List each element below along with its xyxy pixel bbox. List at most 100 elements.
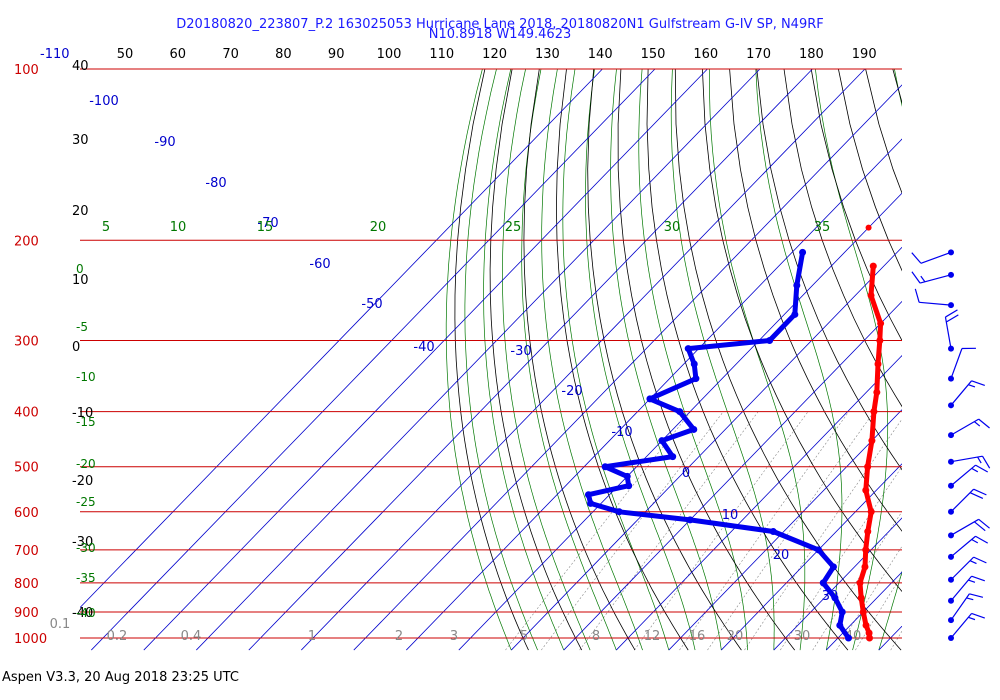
dewpoint-line <box>586 251 851 640</box>
moist-adiabat-label: 0 <box>76 262 84 276</box>
moist-adiabat-line <box>562 68 670 651</box>
theta-e-label: 30 <box>664 220 681 235</box>
dewpoint-point <box>615 508 623 516</box>
temperature-scale-label: -20 <box>72 474 93 489</box>
temperature-point <box>869 262 877 270</box>
temperature-point <box>864 463 872 471</box>
pressure-label: 600 <box>14 506 39 521</box>
temperature-point <box>868 437 876 445</box>
wind-barb-point <box>948 597 954 604</box>
dewpoint-point <box>829 563 837 571</box>
dewpoint-point <box>819 579 827 587</box>
isotherm-line <box>773 517 902 651</box>
wind-barb-flag <box>911 252 922 264</box>
moist-adiabat-line <box>541 68 643 651</box>
mixing-ratio-line <box>836 545 902 651</box>
mixing-ratio-label: 16 <box>689 629 706 644</box>
moist-adiabat-label: -25 <box>76 495 96 509</box>
temperature-scale-label: 40 <box>72 59 89 74</box>
pressure-label: 800 <box>14 577 39 592</box>
dry-adiabat-line <box>783 68 902 408</box>
wind-barb-staff <box>920 251 952 264</box>
wind-barbs <box>911 249 991 641</box>
wind-barb-flag <box>977 456 982 464</box>
dewpoint-point <box>625 482 633 490</box>
pressure-label: 900 <box>14 606 39 621</box>
dewpoint-point <box>845 634 852 642</box>
wind-barb-flag <box>945 309 958 318</box>
moist-adiabat-line <box>521 68 617 651</box>
moist-adiabat-line <box>445 68 512 651</box>
footer-info: Aspen V3.3, 20 Aug 2018 23:25 UTC <box>2 670 239 685</box>
isotherm-top-label: 160 <box>693 47 718 62</box>
isotherm-top-label: 190 <box>852 47 877 62</box>
isotherm-line <box>458 192 902 651</box>
temperature-scale-label: 0 <box>72 340 80 355</box>
isotherm-line <box>616 354 902 651</box>
wind-barb-flag <box>971 380 985 386</box>
wind-barb-staff <box>950 518 980 536</box>
mixing-ratio-line <box>579 411 759 651</box>
dewpoint-point <box>684 345 692 353</box>
mixing-ratio-line <box>812 511 902 651</box>
isotherms <box>80 68 902 651</box>
temperature-scale-label: -40 <box>72 606 93 621</box>
wind-barb-flag <box>920 275 926 283</box>
wind-barb-point <box>948 576 954 583</box>
wind-barb-flag <box>968 579 976 583</box>
isotherm-diagonal-label: -100 <box>89 94 119 109</box>
wind-barb-point <box>948 482 954 489</box>
isotherm-top-label: 170 <box>746 47 771 62</box>
isotherm-top-label: 70 <box>222 47 239 62</box>
isotherm-top-label: 130 <box>535 47 560 62</box>
temperature-point <box>873 388 881 396</box>
dry-adiabat-line <box>674 68 902 651</box>
wind-barb-staff <box>950 488 975 513</box>
wind-barb-point <box>948 432 954 439</box>
wind-barb-flag <box>974 521 986 532</box>
dry-adiabat-line <box>756 68 902 471</box>
wind-barb-flag <box>968 384 976 388</box>
wind-barb-staff <box>950 613 973 639</box>
chart-subtitle: N10.8918 W149.4623 <box>428 27 572 42</box>
isotherm-top-label: 80 <box>275 47 292 62</box>
isotherm-line <box>878 625 902 651</box>
wind-barb-staff <box>919 301 952 306</box>
temperature-scale-label: 10 <box>72 273 89 288</box>
wind-barb-point <box>948 617 954 624</box>
isotherm-line <box>563 300 902 651</box>
dewpoint-point <box>686 516 694 524</box>
wind-barb-staff <box>944 316 952 349</box>
wind-barb-flag <box>966 597 974 601</box>
wind-barb-staff <box>950 535 976 558</box>
temperature-scale-label: 20 <box>72 204 89 219</box>
mixing-ratio-label: 3 <box>450 629 458 644</box>
moist-adiabat-label: -30 <box>76 541 96 555</box>
theta-e-label: 20 <box>370 220 387 235</box>
moist-adiabat-line <box>670 68 775 651</box>
isotherm-top-label: 100 <box>377 47 402 62</box>
wind-barb-flag <box>973 556 987 564</box>
isotherm-diagonal-label: -60 <box>309 257 330 272</box>
temperature-point <box>862 546 870 554</box>
wind-barb-staff <box>950 575 973 602</box>
temperature-point <box>865 224 872 231</box>
wind-barb-staff <box>950 556 975 581</box>
dewpoint-point <box>623 472 631 480</box>
isotherm-top-label: 150 <box>641 47 666 62</box>
theta-e-label: 15 <box>257 220 274 235</box>
wind-barb-staff <box>950 418 980 436</box>
dry-adiabat-line <box>729 68 902 532</box>
wind-barb-point <box>948 508 954 515</box>
dry-adiabat-line <box>523 68 636 651</box>
mixing-ratio-label: 1 <box>308 629 316 644</box>
isotherm-diagonal-label: -80 <box>205 176 226 191</box>
temperature-point <box>876 336 884 344</box>
dewpoint-point <box>676 408 684 416</box>
mixing-ratio-line <box>707 411 875 651</box>
moist-adiabat-label: -5 <box>76 320 88 334</box>
moist-adiabat-line <box>610 68 722 651</box>
wind-barb-staff <box>950 593 970 621</box>
wind-barb-flag <box>969 560 977 565</box>
dry-adiabat-line <box>617 68 796 651</box>
